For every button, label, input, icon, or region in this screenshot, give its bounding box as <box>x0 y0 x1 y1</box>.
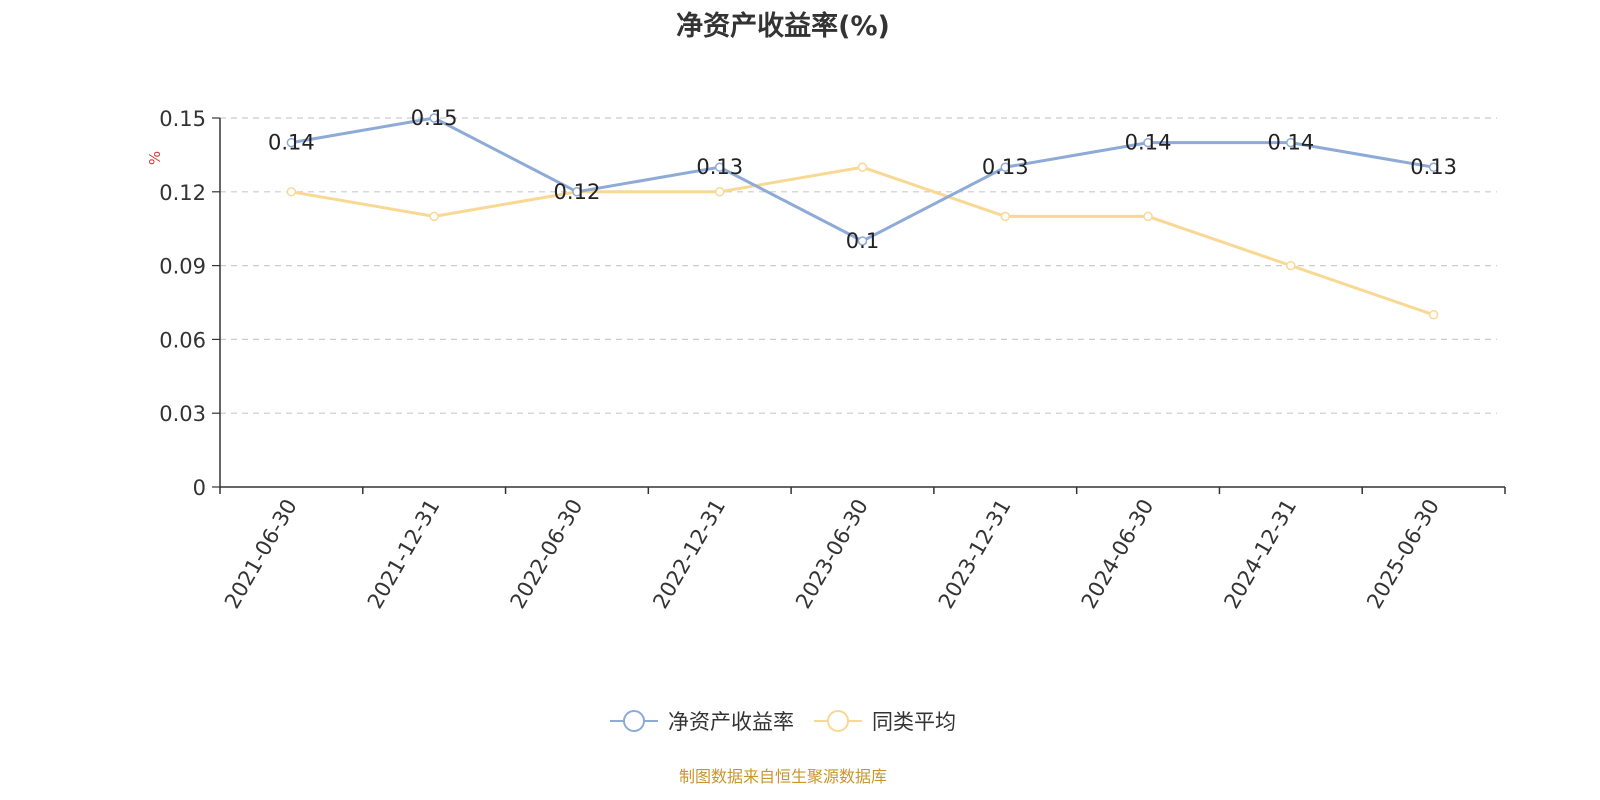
y-axis-unit: % <box>146 151 164 165</box>
data-label: 0.1 <box>846 229 879 253</box>
series-1-point <box>714 162 725 172</box>
x-tick-label: 2025-06-30 <box>1362 495 1444 613</box>
y-tick-label: 0.03 <box>159 402 206 426</box>
series-1-point <box>1000 162 1011 172</box>
series-2-point <box>1428 310 1439 320</box>
series-2-point <box>286 187 297 197</box>
legend-marker-series-1 <box>610 710 658 732</box>
data-label: 0.14 <box>1267 131 1314 155</box>
data-label: 0.14 <box>268 131 315 155</box>
series-1-point <box>857 236 868 246</box>
series-2-point <box>1000 211 1011 222</box>
x-tick-label: 2021-06-30 <box>220 495 302 613</box>
axes: 0 0.03 0.06 0.09 0.12 0.15% 2021-06-30 2021-12-… <box>146 107 1506 613</box>
y-tick-label: 0.15 <box>159 107 206 131</box>
grid-lines <box>220 117 1497 414</box>
legend-label-series-2: 同类平均 <box>872 710 956 734</box>
legend-item-series-2[interactable]: 同类平均 <box>814 706 956 736</box>
data-label: 0.15 <box>411 106 458 130</box>
series-2-point <box>429 211 439 222</box>
y-tick-label: 0.09 <box>159 255 206 279</box>
series <box>286 113 1439 320</box>
legend-item-series-1[interactable]: 净资产收益率 <box>610 706 794 736</box>
series-2-point <box>714 187 725 197</box>
x-tick-label: 2022-06-30 <box>506 495 588 613</box>
series-1-point <box>286 137 297 148</box>
data-label: 0.12 <box>554 180 601 204</box>
data-label: 0.13 <box>982 155 1029 179</box>
x-tick-label: 2024-12-31 <box>1219 495 1301 613</box>
legend: 净资产收益率 同类平均 <box>0 706 1566 736</box>
series-2-point <box>1286 260 1296 271</box>
x-tick-label: 2023-12-31 <box>934 495 1016 613</box>
x-tick-label: 2022-12-31 <box>648 495 730 613</box>
data-label: 0.13 <box>696 155 743 179</box>
x-tick-label: 2024-06-30 <box>1077 495 1159 613</box>
series-1-point <box>572 187 582 197</box>
data-labels: 0.14 0.15 0.12 0.13 0.1 0.13 0.14 0.14 0.13 <box>268 106 1457 253</box>
series-line-1 <box>291 116 1434 243</box>
y-tick-label: 0.12 <box>159 181 206 205</box>
legend-label-series-1: 净资产收益率 <box>668 710 794 734</box>
legend-marker-series-2 <box>814 710 862 732</box>
series-2-point <box>857 162 868 172</box>
chart-title: 净资产收益率(%) <box>676 11 890 42</box>
x-tick-label: 2023-06-30 <box>791 495 873 613</box>
series-1-point <box>1428 162 1439 172</box>
data-label: 0.14 <box>1125 131 1172 155</box>
y-tick-label: 0 <box>193 476 206 500</box>
series-1-point <box>1143 137 1153 148</box>
series-1-point <box>429 113 439 123</box>
line-chart: 0 0.03 0.06 0.09 0.12 0.15% 2021-06-30 2021-12-… <box>146 106 1506 613</box>
data-source-note: 制图数据来自恒生聚源数据库 <box>678 767 887 786</box>
series-1-point <box>1286 137 1296 148</box>
data-label: 0.13 <box>1410 155 1457 179</box>
y-tick-label: 0.06 <box>159 328 206 352</box>
x-tick-label: 2021-12-31 <box>363 495 445 613</box>
series-2-point <box>1143 211 1153 222</box>
